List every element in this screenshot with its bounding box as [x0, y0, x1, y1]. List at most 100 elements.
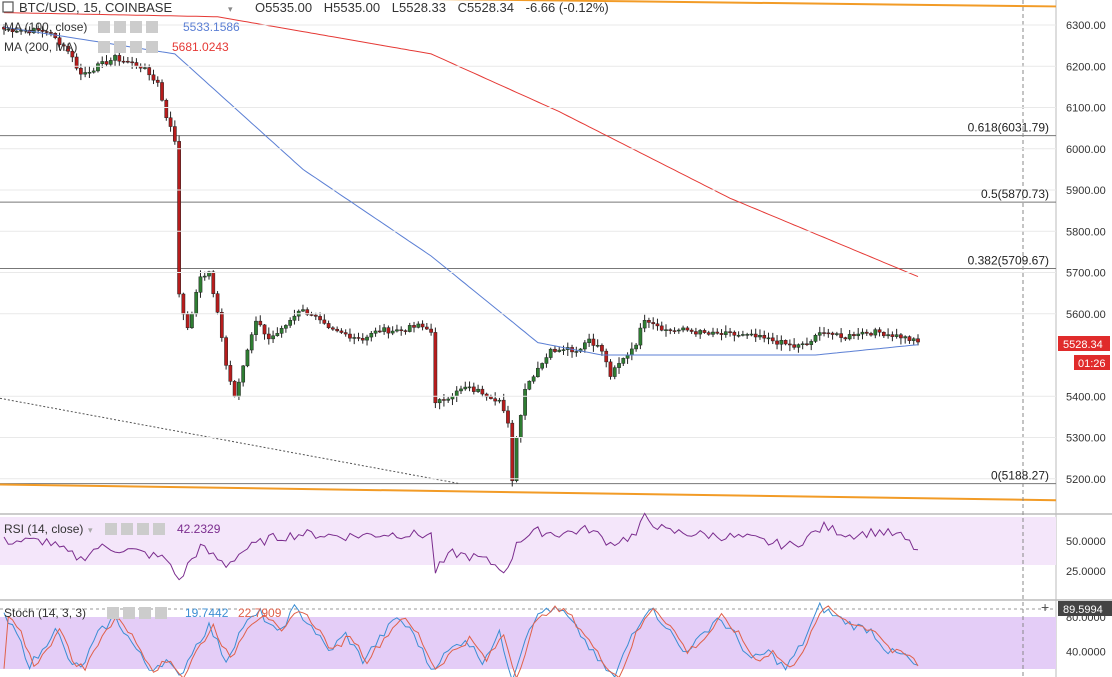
crosshair-badge: + 89.5994	[1041, 599, 1112, 616]
candle-body	[49, 32, 53, 34]
candle-body	[659, 325, 664, 331]
plus-icon[interactable]	[139, 607, 151, 619]
candle-body	[536, 367, 540, 378]
candle-body	[621, 358, 626, 364]
stoch-tick-label: 40.0000	[1066, 647, 1106, 659]
plus-icon[interactable]	[137, 523, 149, 535]
close-icon[interactable]	[153, 523, 165, 535]
trend-line-lower[interactable]	[0, 483, 1057, 502]
candle-body	[612, 367, 617, 377]
candle-body	[766, 337, 771, 340]
close-icon[interactable]	[146, 21, 158, 33]
candle-body	[723, 331, 728, 335]
ohlc-open-value: 5535.00	[265, 0, 312, 15]
eye-icon[interactable]	[98, 21, 110, 33]
candle-body	[676, 329, 681, 332]
candle-body	[232, 381, 237, 397]
candle-body	[873, 329, 878, 336]
stoch-k-line[interactable]	[3, 601, 919, 677]
rsi-value: 42.2329	[177, 522, 221, 536]
candle-body	[74, 56, 79, 69]
ma100-controls[interactable]	[98, 21, 158, 33]
candle-body	[745, 334, 750, 336]
fib-level-label: 0.5(5870.73)	[981, 187, 1049, 201]
candle-body	[792, 344, 796, 348]
eye-icon[interactable]	[107, 607, 119, 619]
candle-body	[809, 341, 814, 345]
symbol-title[interactable]: BTC/USD, 15, COINBASE	[19, 0, 172, 15]
candle-body	[407, 325, 412, 332]
candle-body	[817, 332, 822, 336]
svg-text:O5535.00 H5535.00: O5535.00 H5535.00 L5528.33 C5528.34 -6.6…	[255, 0, 609, 15]
fib-level-label: 0(5188.27)	[991, 469, 1049, 483]
candle-body	[706, 332, 711, 335]
trend-line-upper[interactable]	[180, 0, 1057, 8]
gear-icon[interactable]	[114, 21, 126, 33]
rsi-header: RSI (14, close) ▾ 42.2329	[4, 522, 221, 536]
ohlc-low-value: 5528.33	[399, 0, 446, 15]
gear-icon[interactable]	[121, 523, 133, 535]
gear-icon[interactable]	[123, 607, 135, 619]
candle-body	[518, 415, 523, 438]
candle-body	[651, 322, 656, 325]
symbol-icon[interactable]	[2, 1, 14, 13]
trend-line-dashed[interactable]	[0, 397, 461, 485]
candle-body	[839, 333, 843, 338]
candle-body	[770, 337, 775, 342]
rsi-line[interactable]	[3, 512, 919, 581]
candle-body	[523, 389, 527, 416]
candle-body	[433, 332, 438, 404]
candle-body	[44, 31, 49, 33]
candle-body	[211, 271, 216, 294]
ohlc-close-value: 5528.34	[467, 0, 514, 15]
close-icon[interactable]	[155, 607, 167, 619]
eye-icon[interactable]	[98, 41, 110, 53]
plus-icon[interactable]	[130, 41, 142, 53]
candle-body	[864, 331, 869, 334]
stoch-label[interactable]: Stoch (14, 3, 3)	[4, 606, 86, 620]
candle-body	[266, 333, 271, 340]
ma200-label[interactable]: MA (200, MA)	[4, 40, 77, 54]
fib-level-label: 0.382(5709.67)	[968, 254, 1049, 268]
plus-icon[interactable]	[130, 21, 142, 33]
chevron-down-icon[interactable]: ▾	[228, 4, 233, 14]
candle-body	[378, 330, 382, 333]
ma100-label[interactable]: MA (100, close)	[4, 20, 87, 34]
eye-icon[interactable]	[105, 523, 117, 535]
candle-body	[775, 340, 779, 345]
candle-body	[856, 333, 861, 337]
candle-body	[288, 320, 293, 326]
candle-body	[732, 331, 737, 336]
gear-icon[interactable]	[114, 41, 126, 53]
stoch-d-line[interactable]	[3, 605, 919, 677]
candle-body	[471, 386, 476, 392]
rsi-label[interactable]: RSI (14, close)	[4, 522, 83, 536]
candle-body	[604, 350, 609, 363]
candle-body	[749, 333, 754, 336]
candle-body	[207, 271, 211, 277]
candle-body	[907, 336, 912, 341]
close-icon[interactable]	[146, 41, 158, 53]
candle-body	[553, 348, 557, 352]
ma200-controls[interactable]	[98, 41, 158, 53]
candle-body	[61, 44, 66, 47]
price-tick-label: 6000.00	[1066, 144, 1106, 156]
chevron-down-icon[interactable]: ▾	[88, 525, 93, 535]
ma200-line[interactable]	[3, 12, 919, 278]
candle-body	[83, 72, 87, 75]
candle-body	[352, 337, 357, 339]
price-tick-label: 6300.00	[1066, 20, 1106, 32]
candle-body	[493, 398, 498, 402]
candle-body	[224, 337, 228, 366]
ohlc-close-key: C	[458, 0, 467, 15]
rsi-tick-label: 50.0000	[1066, 536, 1106, 548]
candle-body	[719, 333, 724, 335]
ma100-line[interactable]	[3, 26, 919, 356]
candle-body	[356, 337, 361, 339]
candle-body	[655, 323, 660, 327]
candle-body	[335, 328, 339, 332]
candle-body	[164, 99, 169, 119]
candle-body	[489, 396, 493, 399]
candle-body	[903, 336, 908, 339]
